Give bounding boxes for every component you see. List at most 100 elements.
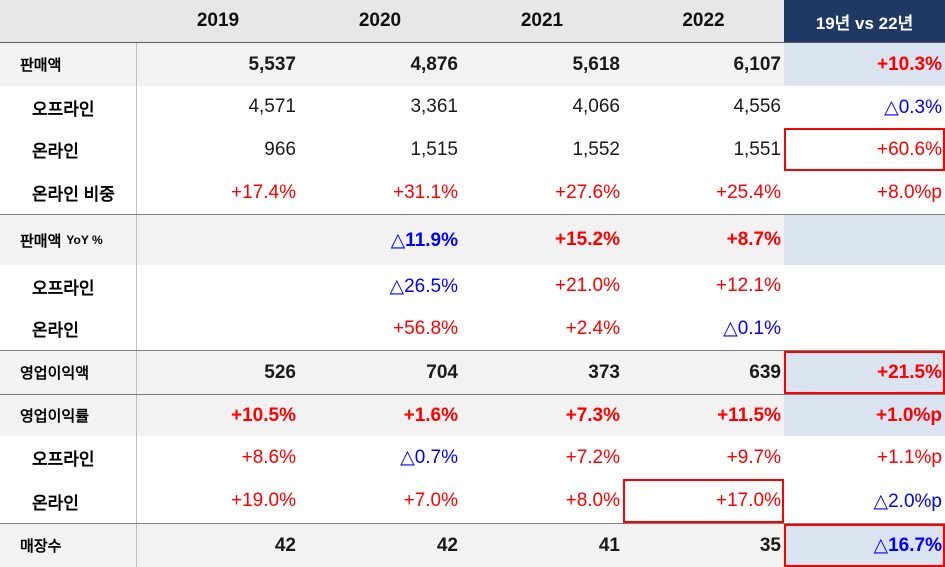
value-cell: [137, 307, 299, 350]
row-label: 온라인: [0, 128, 137, 171]
value-cell: 35: [759, 534, 781, 556]
value-cell: 4,876: [410, 53, 458, 75]
value-cell: 42: [436, 534, 458, 556]
value-cell: +31.1%: [393, 181, 458, 203]
row-label-text: 영업이익률: [20, 408, 90, 425]
section-row: 매장수 42 42 41 35 △16.7%: [0, 523, 945, 567]
value-cell: 526: [264, 361, 296, 383]
row-label-text: 오프라인: [32, 278, 95, 298]
value-cell: +7.3%: [565, 404, 620, 426]
value-cell: 4,571: [248, 96, 296, 117]
value-cell: △0.1%: [723, 318, 781, 339]
value-cell: 1,515: [410, 138, 458, 160]
highlighted-value-cell: △16.7%: [784, 524, 945, 567]
value-cell: +10.3%: [784, 43, 945, 86]
row-label: 온라인 비중: [0, 171, 137, 214]
row-label-text: 온라인: [32, 142, 79, 161]
value-cell: △11.9%: [390, 229, 458, 251]
value-cell: [784, 265, 945, 307]
value-cell: +1.1%p: [877, 446, 942, 468]
sub-row: 온라인 비중 +17.4% +31.1% +27.6% +25.4% +8.0%p: [0, 171, 945, 214]
value-cell: 4,066: [572, 96, 620, 117]
sub-row: 오프라인 4,571 3,361 4,066 4,556 △0.3%: [0, 86, 945, 128]
row-label: 영업이익률: [0, 395, 137, 436]
highlighted-value-cell: +17.0%: [623, 479, 784, 523]
row-label: 영업이익액: [0, 351, 137, 394]
value-cell: +11.5%: [717, 404, 781, 426]
value-cell: +17.4%: [231, 181, 296, 203]
highlighted-value-cell: +21.5%: [784, 351, 945, 394]
section-row: 영업이익액 526 704 373 639 +21.5%: [0, 350, 945, 394]
row-label-text: 온라인: [32, 493, 79, 513]
row-label-text: 영업이익액: [20, 365, 90, 382]
section-row: 판매액 5,537 4,876 5,618 6,107 +10.3%: [0, 43, 945, 86]
row-label: 오프라인: [0, 265, 137, 307]
value-cell: +12.1%: [716, 275, 781, 296]
value-cell: 42: [274, 534, 296, 556]
value-cell: +2.4%: [565, 317, 620, 339]
year-column-header: 2019: [196, 10, 240, 31]
value-cell: +1.6%: [403, 404, 458, 426]
value-cell: +8.0%: [565, 490, 620, 511]
value-cell: 639: [749, 361, 781, 383]
row-label: 온라인: [0, 307, 137, 350]
value-cell: +8.0%p: [877, 181, 942, 203]
value-cell: +10.5%: [231, 404, 296, 426]
header-corner-cell: [0, 0, 137, 42]
value-cell: 41: [598, 534, 620, 556]
value-cell: 704: [426, 361, 458, 383]
value-cell: 5,537: [248, 53, 296, 75]
row-label: 오프라인: [0, 436, 137, 479]
sub-row: 오프라인 +8.6% △0.7% +7.2% +9.7% +1.1%p: [0, 436, 945, 479]
value-cell: +8.7%: [726, 229, 781, 250]
comparison-column-header: 19년 vs 22년: [784, 0, 945, 42]
row-label: 판매액 YoY %: [0, 215, 137, 265]
header-row: 2019 2020 2021 2022 19년 vs 22년: [0, 0, 945, 43]
value-cell: +25.4%: [716, 181, 781, 203]
value-cell: 373: [588, 361, 620, 383]
value-cell: △0.3%: [884, 96, 942, 118]
value-cell: [137, 265, 299, 307]
row-label-text: 온라인 비중: [32, 185, 115, 204]
value-cell: △0.7%: [400, 447, 458, 468]
row-label: 매장수: [0, 524, 137, 567]
value-cell: 5,618: [572, 53, 620, 75]
highlighted-value-cell: +60.6%: [784, 128, 945, 171]
value-cell: 966: [264, 138, 296, 160]
sub-row: 오프라인 △26.5% +21.0% +12.1%: [0, 265, 945, 307]
value-cell: +15.2%: [555, 229, 620, 250]
value-cell: +7.0%: [403, 490, 458, 511]
row-label-text: 온라인: [32, 321, 79, 340]
value-cell: [137, 215, 299, 265]
row-label-text: 매장수: [20, 538, 62, 555]
value-cell: △2.0%p: [873, 490, 943, 512]
value-cell: 4,556: [733, 96, 781, 117]
row-label: 온라인: [0, 479, 137, 523]
sub-row: 온라인 +56.8% +2.4% △0.1%: [0, 307, 945, 350]
section-row: 영업이익률 +10.5% +1.6% +7.3% +11.5% +1.0%p: [0, 394, 945, 436]
value-cell: △26.5%: [389, 275, 459, 297]
year-column-header: 2022: [682, 10, 725, 31]
row-label-text: 오프라인: [32, 99, 95, 119]
value-cell: +9.7%: [726, 446, 781, 468]
value-cell: 1,552: [572, 138, 620, 160]
value-cell: 6,107: [733, 53, 781, 75]
sub-row: 온라인 966 1,515 1,552 1,551 +60.6%: [0, 128, 945, 171]
row-label-text: 판매액: [20, 232, 62, 250]
sub-row: 온라인 +19.0% +7.0% +8.0% +17.0% △2.0%p: [0, 479, 945, 523]
row-label-text: 오프라인: [32, 450, 95, 469]
year-column-header: 2020: [358, 10, 402, 31]
value-cell: 1,551: [733, 138, 781, 160]
value-cell: 3,361: [410, 96, 458, 117]
value-cell: +8.6%: [241, 446, 296, 468]
value-cell: +27.6%: [555, 181, 620, 203]
value-cell: +21.0%: [555, 275, 620, 296]
row-label-suffix: YoY %: [66, 233, 103, 247]
row-label: 오프라인: [0, 86, 137, 128]
value-cell: +56.8%: [393, 317, 458, 339]
value-cell: [784, 215, 945, 265]
year-column-header: 2021: [520, 10, 564, 31]
value-cell: +7.2%: [565, 446, 620, 468]
row-label-text: 판매액: [20, 57, 62, 74]
